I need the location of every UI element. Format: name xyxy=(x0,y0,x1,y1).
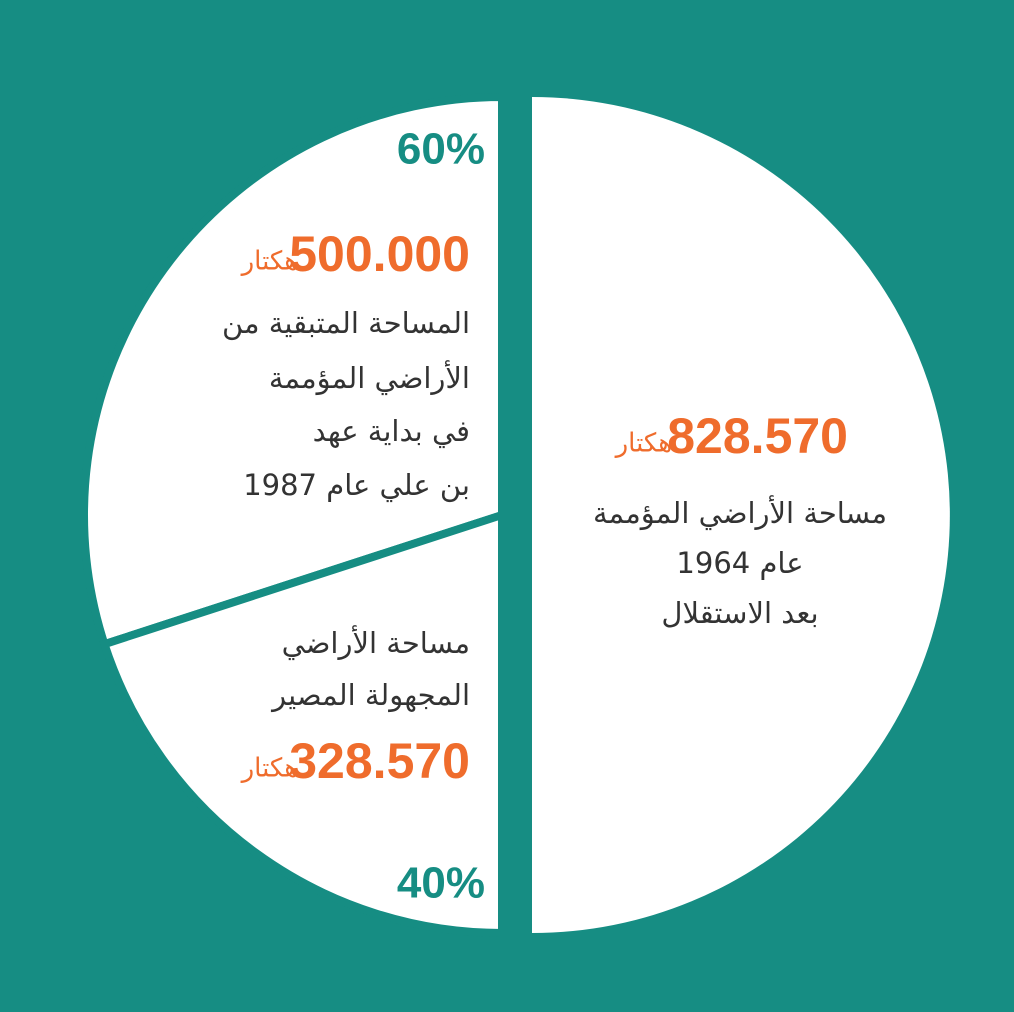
percent-label: 60% xyxy=(397,125,485,174)
description: عام 1964 xyxy=(676,546,803,580)
unit: هكتار xyxy=(614,429,672,459)
description: مساحة الأراضي xyxy=(282,624,470,661)
amount: 328.570 xyxy=(289,733,470,789)
unit: هكتار xyxy=(240,247,298,277)
percent-label: 40% xyxy=(397,859,485,908)
description: مساحة الأراضي المؤممة xyxy=(593,494,887,531)
unit: هكتار xyxy=(240,754,298,784)
description: في بداية عهد xyxy=(313,414,470,449)
description: المساحة المتبقية من xyxy=(222,306,470,340)
slice xyxy=(80,92,506,650)
description: الأراضي المؤممة xyxy=(269,359,470,396)
description: بن علي عام 1987 xyxy=(243,468,470,503)
amount: 500.000 xyxy=(289,226,470,282)
amount: 828.570 xyxy=(667,408,848,464)
description: المجهولة المصير xyxy=(270,678,470,712)
description: بعد الاستقلال xyxy=(661,596,818,630)
slice xyxy=(99,509,506,938)
whole-half xyxy=(532,97,950,933)
